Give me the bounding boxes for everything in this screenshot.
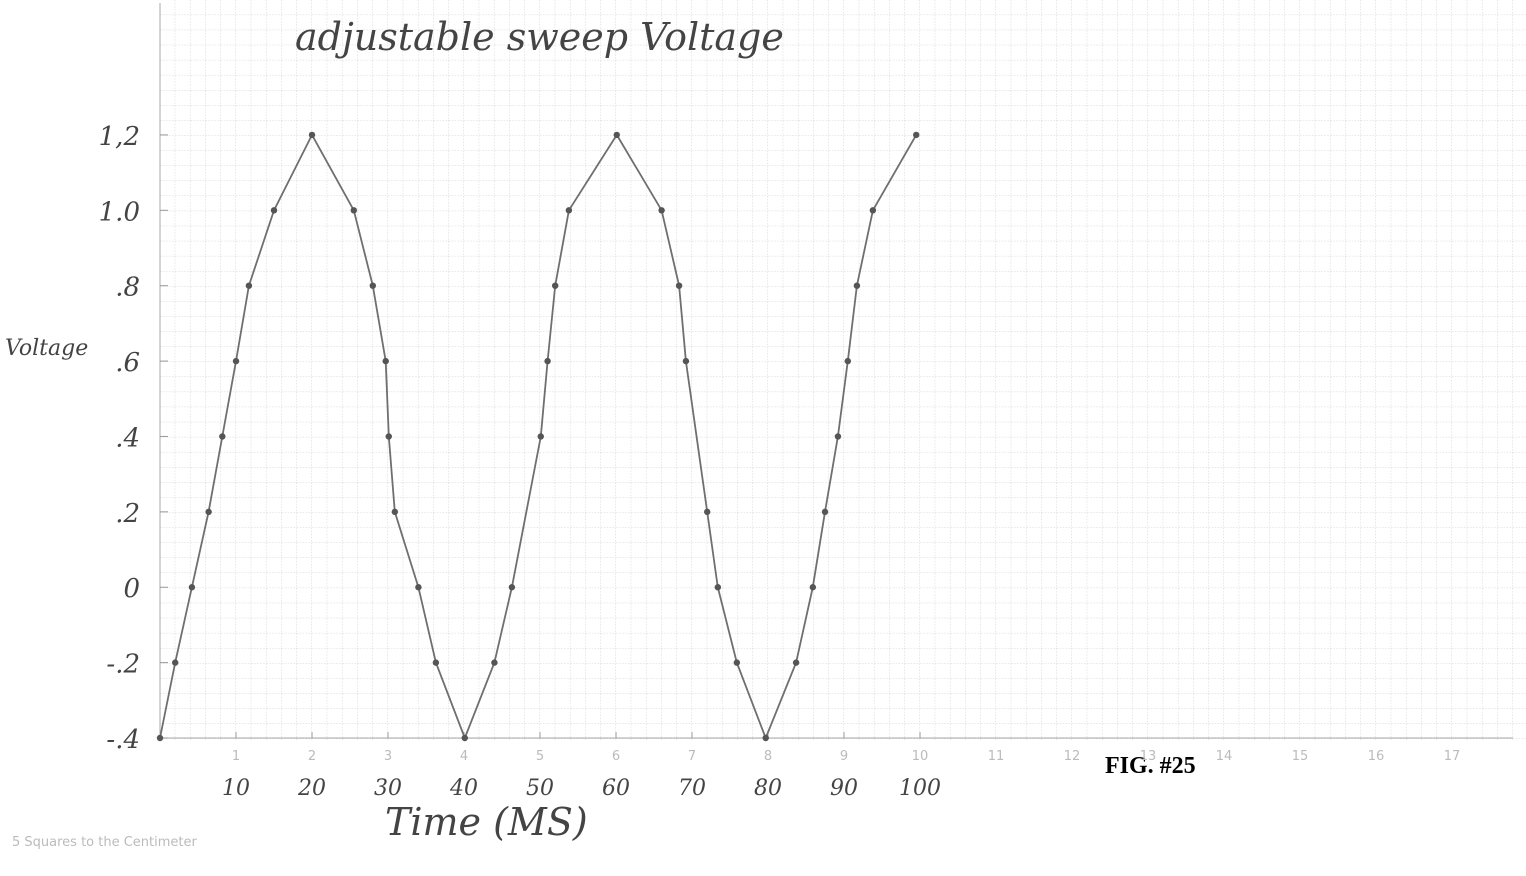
- x-tick-label: 80: [754, 776, 782, 801]
- y-tick-label: -.4: [106, 725, 140, 755]
- point: [508, 584, 516, 591]
- x-tick-label: 10: [222, 776, 250, 801]
- x-tick-label: 20: [297, 776, 326, 801]
- point: [552, 282, 559, 289]
- paper-tick-label: 10: [912, 749, 929, 764]
- paper-tick-label: 1: [232, 749, 240, 764]
- paper-tick-label: 16: [1368, 749, 1385, 764]
- point: [369, 282, 376, 289]
- point: [432, 659, 440, 666]
- x-tick-label: 70: [678, 776, 706, 801]
- point: [156, 734, 164, 742]
- point: [658, 207, 665, 214]
- point: [205, 508, 212, 516]
- paper-tick-label: 11: [988, 749, 1005, 764]
- point: [853, 282, 861, 289]
- point: [544, 357, 551, 365]
- point: [350, 207, 357, 214]
- x-tick-label: 90: [830, 776, 858, 801]
- paper-tick-label: 2: [308, 749, 316, 764]
- paper-tick-label: 3: [384, 749, 392, 764]
- point: [270, 207, 278, 214]
- paper-tick-label: 15: [1292, 749, 1309, 764]
- point: [391, 508, 399, 516]
- point: [385, 433, 392, 440]
- point: [491, 659, 498, 666]
- point: [792, 659, 800, 666]
- y-tick-label: 1.0: [99, 197, 140, 227]
- x-tick-label: 50: [526, 776, 554, 801]
- point: [537, 433, 544, 440]
- x-tick-label: 60: [602, 776, 630, 801]
- paper-tick-label: 13: [1140, 749, 1157, 764]
- point: [869, 207, 877, 214]
- point: [415, 584, 422, 591]
- point: [172, 659, 179, 666]
- point: [565, 207, 573, 214]
- point: [232, 357, 240, 365]
- point: [461, 734, 468, 742]
- point: [762, 734, 769, 742]
- point: [219, 433, 226, 440]
- point: [675, 282, 683, 289]
- chart-title: adjustable sweep Voltage: [295, 15, 784, 59]
- figure-label: FIG. #25: [1105, 753, 1196, 779]
- point: [714, 584, 722, 591]
- point: [809, 584, 817, 591]
- y-tick-label: .2: [115, 499, 140, 529]
- x-tick-label: 100: [899, 776, 941, 801]
- x-axis-label: Time (MS): [385, 800, 588, 844]
- paper-tick-label: 6: [612, 749, 620, 764]
- y-axis-label: Voltage: [5, 336, 88, 361]
- y-tick-label: .8: [115, 273, 140, 303]
- point: [834, 433, 842, 440]
- point: [245, 282, 253, 289]
- point: [613, 131, 620, 139]
- x-tick-label: 40: [449, 776, 478, 801]
- point: [308, 131, 316, 139]
- paper-tick-label: 12: [1064, 749, 1081, 764]
- y-tick-label: -.2: [106, 650, 140, 680]
- point: [382, 357, 389, 365]
- graph-paper: [160, 0, 1526, 740]
- y-tick-label: .6: [115, 348, 140, 378]
- y-tick-label: .4: [115, 423, 140, 453]
- paper-tick-label: 9: [840, 749, 848, 764]
- paper-tick-label: 7: [688, 749, 696, 764]
- point: [913, 131, 920, 139]
- point: [821, 508, 829, 516]
- footer: 5 Squares to the Centimeter: [12, 835, 198, 850]
- paper-tick-label: 8: [764, 749, 772, 764]
- paper-tick-label: 5: [536, 749, 544, 764]
- point: [682, 357, 690, 365]
- paper-tick-label: 14: [1216, 749, 1233, 764]
- paper-tick-label: 4: [460, 749, 468, 764]
- y-tick-label: 1,2: [99, 122, 140, 152]
- point: [188, 584, 196, 591]
- y-tick-label: 0: [123, 574, 140, 604]
- point: [704, 508, 711, 516]
- paper-tick-label: 17: [1444, 749, 1461, 764]
- point: [733, 659, 741, 666]
- point: [844, 357, 851, 365]
- x-tick-label: 30: [374, 776, 402, 801]
